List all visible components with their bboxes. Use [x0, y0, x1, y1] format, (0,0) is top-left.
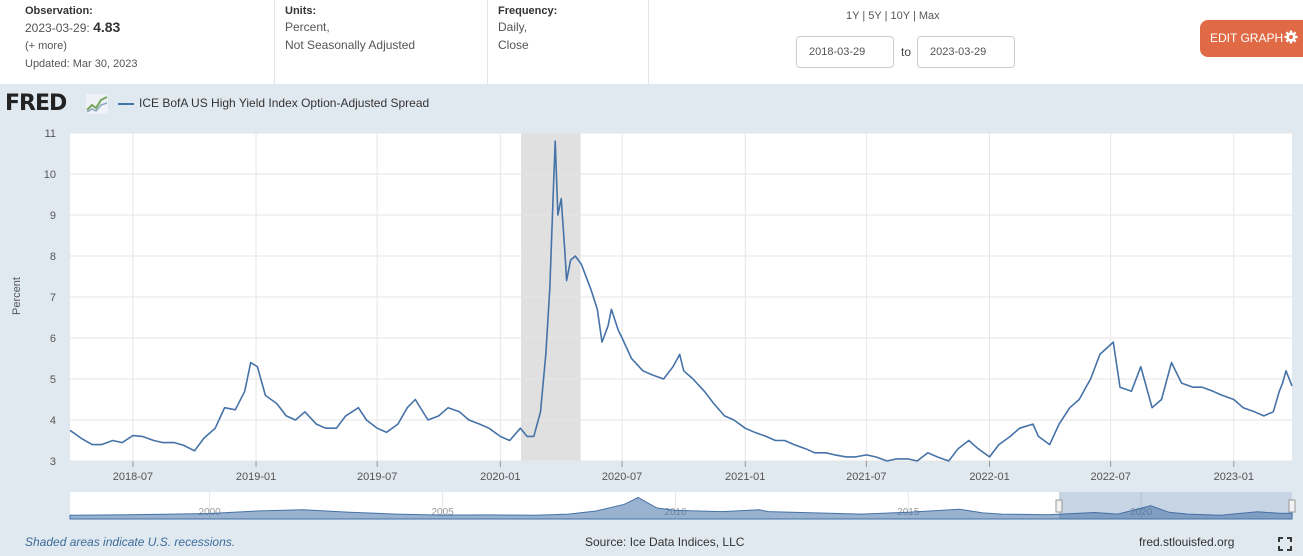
range-separator: |: [884, 10, 888, 22]
edit-graph-label: EDIT GRAPH: [1210, 31, 1284, 45]
source-text: Source: Ice Data Indices, LLC: [585, 535, 745, 549]
y-tick-label: 5: [50, 374, 56, 386]
start-date-input[interactable]: 2018-03-29: [796, 36, 894, 68]
recession-note: Shaded areas indicate U.S. recessions.: [25, 535, 236, 549]
x-tick-label: 2021-01: [725, 471, 765, 483]
y-tick-label: 4: [50, 415, 56, 427]
y-tick-label: 9: [50, 210, 56, 222]
y-tick-label: 10: [44, 169, 56, 181]
x-tick-label: 2019-01: [236, 471, 276, 483]
range-10y-button[interactable]: 10Y: [890, 10, 910, 22]
x-tick-label: 2022-07: [1090, 471, 1130, 483]
range-max-button[interactable]: Max: [918, 10, 940, 22]
navigator-tick-label: 2000: [199, 507, 222, 518]
end-date-input[interactable]: 2023-03-29: [917, 36, 1015, 68]
observation-panel: Observation: 2023-03-29: 4.83 (+ more) U…: [15, 0, 275, 84]
frequency-panel: Frequency: Daily, Close: [488, 0, 649, 84]
legend-series-name: ICE BofA US High Yield Index Option-Adju…: [139, 96, 430, 110]
fullscreen-icon[interactable]: [1278, 537, 1292, 551]
x-tick-label: 2023-01: [1214, 471, 1254, 483]
y-tick-label: 6: [50, 333, 56, 345]
y-ticks: 3 4 5 6 7 8 9 10 11: [44, 128, 56, 468]
x-tick-label: 2019-07: [357, 471, 397, 483]
y-tick-label: 8: [50, 251, 56, 263]
x-tick-label: 2020-07: [602, 471, 642, 483]
x-ticks: 2018-07 2019-01 2019-07 2020-01 2020-07 2021-…: [113, 461, 1254, 483]
y-tick-label: 11: [45, 128, 56, 140]
series-layer: [69, 140, 1293, 462]
to-label: to: [901, 45, 912, 59]
x-tick-label: 2018-07: [113, 471, 153, 483]
site-link[interactable]: fred.stlouisfed.org: [1139, 535, 1235, 549]
x-tick-label: 2020-01: [480, 471, 520, 483]
navigator[interactable]: 20002005201020152020: [69, 492, 1296, 520]
x-tick-label: 2021-07: [846, 471, 886, 483]
navigator-left-handle[interactable]: [1055, 499, 1063, 513]
fred-logo[interactable]: FRED: [5, 91, 67, 116]
units-label: Units:: [285, 5, 317, 17]
gear-icon[interactable]: [1284, 30, 1298, 44]
navigator-selection[interactable]: [1059, 492, 1292, 519]
navigator-tick-label: 2005: [431, 507, 454, 518]
top-bar: Observation: 2023-03-29: 4.83 (+ more) U…: [0, 0, 1303, 84]
range-separator: |: [862, 10, 866, 22]
x-tick-label: 2022-01: [969, 471, 1009, 483]
units-line1: Percent,: [285, 20, 330, 34]
y-tick-label: 3: [50, 456, 56, 468]
legend-swatch: [118, 103, 134, 105]
range-5y-button[interactable]: 5Y: [868, 10, 882, 22]
series-line: [69, 140, 1293, 462]
range-separator: |: [912, 10, 916, 22]
updated-date: Updated: Mar 30, 2023: [25, 58, 138, 70]
chart-area: 3 4 5 6 7 8 9 10 11 2018-07 2019-01 2019-07 2020-01…: [44, 128, 1296, 520]
units-line2: Not Seasonally Adjusted: [285, 38, 416, 52]
frequency-line1: Daily,: [498, 20, 528, 34]
edit-graph-button[interactable]: EDIT GRAPH: [1200, 20, 1303, 57]
observation-label: Observation:: [25, 5, 93, 17]
observation-value: 4.83: [93, 19, 121, 35]
navigator-right-handle[interactable]: [1288, 499, 1296, 513]
y-tick-label: 7: [50, 292, 56, 304]
fred-graph-icon: [86, 94, 108, 114]
range-1y-button[interactable]: 1Y: [846, 10, 860, 22]
range-links: 1Y | 5Y | 10Y | Max: [846, 10, 940, 22]
more-link[interactable]: (+ more): [25, 40, 67, 52]
units-panel: Units: Percent, Not Seasonally Adjusted: [275, 0, 488, 84]
frequency-label: Frequency:: [498, 5, 558, 17]
frequency-line2: Close: [498, 38, 529, 52]
grid-layer: [70, 132, 1292, 462]
observation-date: 2023-03-29:: [25, 21, 90, 35]
navigator-series: [69, 496, 1293, 520]
